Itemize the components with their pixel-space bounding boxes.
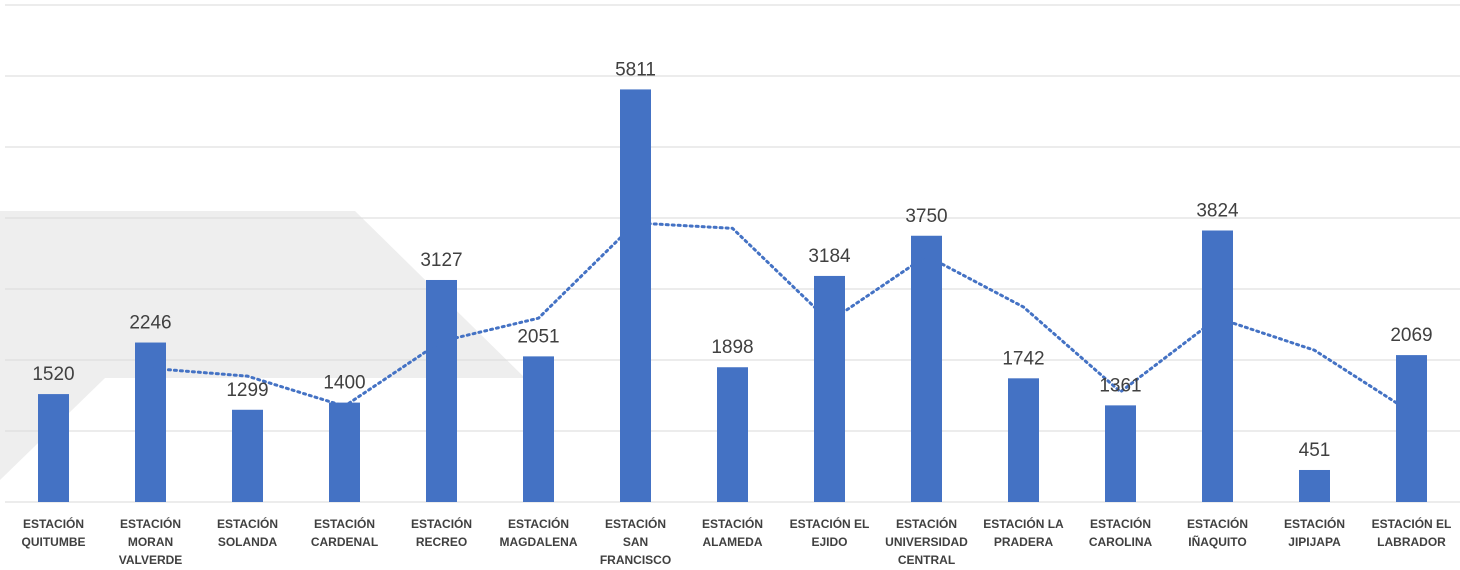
data-labels: 1520 2246 1299 1400 3127 2051 5811 1898 3184 3750… bbox=[32, 59, 1432, 461]
bar bbox=[1008, 378, 1039, 502]
category-label-line: ESTACIÓN EL bbox=[1372, 516, 1452, 531]
category-label-line: ESTACIÓN bbox=[896, 516, 957, 531]
data-label: 5811 bbox=[615, 59, 656, 80]
category-label-line: SOLANDA bbox=[218, 535, 278, 549]
category-label-line: ALAMEDA bbox=[703, 535, 763, 549]
data-label: 451 bbox=[1299, 440, 1331, 461]
category-label-line: ESTACIÓN EL bbox=[790, 516, 870, 531]
bar bbox=[329, 402, 360, 502]
category-label-line: CAROLINA bbox=[1089, 535, 1153, 549]
data-label: 2246 bbox=[129, 313, 171, 334]
category-label: ESTACIÓN CARDENAL bbox=[311, 516, 378, 549]
category-label-line: ESTACIÓN bbox=[23, 516, 84, 531]
category-label-line: ESTACIÓN bbox=[411, 516, 472, 531]
category-label-line: ESTACIÓN bbox=[314, 516, 375, 531]
category-label-line: FRANCISCO bbox=[600, 553, 671, 567]
category-label: ESTACIÓN UNIVERSIDAD CENTRAL bbox=[885, 516, 968, 567]
bar bbox=[1202, 230, 1233, 502]
category-label-line: RECREO bbox=[416, 535, 467, 549]
category-label-line: ESTACIÓN bbox=[702, 516, 763, 531]
category-label-line: ESTACIÓN bbox=[1284, 516, 1345, 531]
bar bbox=[620, 89, 651, 502]
category-label-line: ESTACIÓN bbox=[1090, 516, 1151, 531]
category-label-line: UNIVERSIDAD bbox=[885, 535, 968, 549]
category-label: ESTACIÓN EL LABRADOR bbox=[1372, 516, 1452, 549]
category-label-line: ESTACIÓN bbox=[605, 516, 666, 531]
data-label: 3184 bbox=[808, 246, 851, 267]
category-label-line: ESTACIÓN bbox=[508, 516, 569, 531]
bar bbox=[1105, 405, 1136, 502]
category-label: ESTACIÓN SAN FRANCISCO bbox=[600, 516, 671, 567]
category-label: ESTACIÓN MORAN VALVERDE bbox=[119, 516, 183, 567]
data-label: 3750 bbox=[905, 206, 947, 227]
data-label: 1400 bbox=[323, 373, 365, 394]
category-label-line: IÑAQUITO bbox=[1188, 534, 1246, 549]
category-label-line: PRADERA bbox=[994, 535, 1054, 549]
category-label: ESTACIÓN SOLANDA bbox=[217, 516, 278, 549]
category-label-line: ESTACIÓN bbox=[1187, 516, 1248, 531]
data-label: 2051 bbox=[517, 326, 559, 347]
category-label: ESTACIÓN QUITUMBE bbox=[22, 516, 86, 549]
bar bbox=[232, 409, 263, 502]
moving-average-trendline bbox=[149, 221, 1413, 415]
category-label: ESTACIÓN CAROLINA bbox=[1089, 516, 1153, 549]
data-label: 3824 bbox=[1196, 200, 1239, 221]
data-label: 1742 bbox=[1002, 348, 1044, 369]
category-label: ESTACIÓN EL EJIDO bbox=[790, 516, 870, 549]
category-label-line: MAGDALENA bbox=[500, 535, 578, 549]
category-label-line: JIPIJAPA bbox=[1288, 535, 1341, 549]
category-label-line: CENTRAL bbox=[898, 553, 955, 567]
bar bbox=[426, 279, 457, 502]
data-label: 1520 bbox=[32, 364, 74, 385]
category-label-line: ESTACIÓN LA bbox=[983, 516, 1064, 531]
category-label-line: VALVERDE bbox=[119, 553, 183, 567]
category-label: ESTACIÓN JIPIJAPA bbox=[1284, 516, 1345, 549]
bar bbox=[717, 367, 748, 502]
category-label-line: ESTACIÓN bbox=[217, 516, 278, 531]
bar bbox=[135, 342, 166, 502]
category-label-line: LABRADOR bbox=[1377, 535, 1446, 549]
bars bbox=[38, 89, 1427, 502]
data-label: 3127 bbox=[420, 250, 462, 271]
category-label: ESTACIÓN IÑAQUITO bbox=[1187, 516, 1248, 549]
moving-average-trendline-layer bbox=[149, 221, 1413, 415]
bar bbox=[1396, 355, 1427, 502]
data-label: 1898 bbox=[711, 337, 753, 358]
category-label-line: MORAN bbox=[128, 535, 173, 549]
category-label-line: QUITUMBE bbox=[22, 535, 86, 549]
data-label: 2069 bbox=[1390, 325, 1432, 346]
category-label-line: EJIDO bbox=[811, 535, 847, 549]
category-label-line: ESTACIÓN bbox=[120, 516, 181, 531]
data-label: 1299 bbox=[226, 380, 268, 401]
bar bbox=[38, 394, 69, 502]
background-shape bbox=[0, 211, 525, 378]
data-label: 1361 bbox=[1099, 375, 1141, 396]
bar bbox=[911, 235, 942, 502]
category-label: ESTACIÓN MAGDALENA bbox=[500, 516, 578, 549]
category-label: ESTACIÓN RECREO bbox=[411, 516, 472, 549]
category-label: ESTACIÓN LA PRADERA bbox=[983, 516, 1064, 549]
bar bbox=[523, 356, 554, 502]
category-label: ESTACIÓN ALAMEDA bbox=[702, 516, 763, 549]
category-label-line: CARDENAL bbox=[311, 535, 378, 549]
category-label-line: SAN bbox=[623, 535, 648, 549]
bar bbox=[1299, 469, 1330, 502]
